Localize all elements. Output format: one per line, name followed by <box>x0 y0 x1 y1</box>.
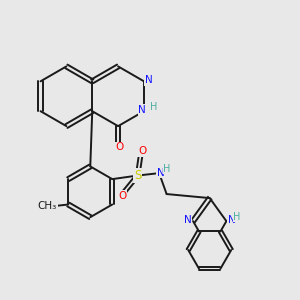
Text: N: N <box>184 215 192 225</box>
Text: N: N <box>145 75 153 85</box>
Text: H: H <box>150 102 157 112</box>
Text: N: N <box>228 215 236 225</box>
Text: O: O <box>115 142 123 152</box>
Text: CH₃: CH₃ <box>38 201 57 211</box>
Text: H: H <box>233 212 241 222</box>
Text: N: N <box>138 105 146 115</box>
Text: O: O <box>118 191 127 201</box>
Text: O: O <box>138 146 146 156</box>
Text: S: S <box>134 169 141 182</box>
Text: H: H <box>163 164 171 174</box>
Text: N: N <box>157 168 164 178</box>
